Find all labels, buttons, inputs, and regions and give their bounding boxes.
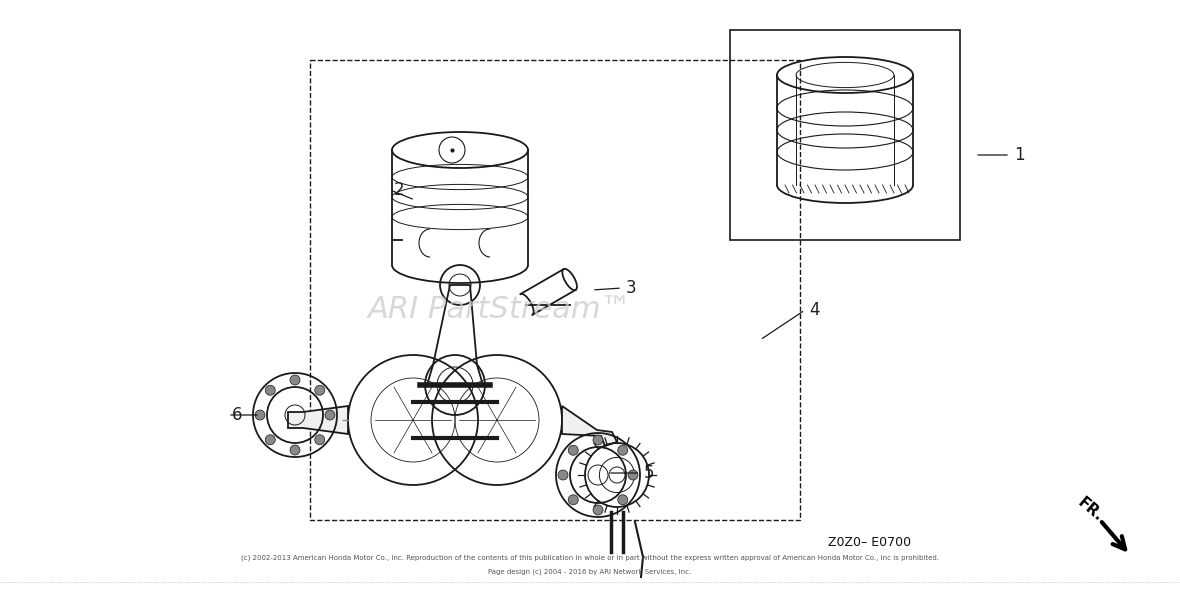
Circle shape xyxy=(569,495,578,505)
Circle shape xyxy=(266,385,275,395)
Text: 4: 4 xyxy=(809,301,819,319)
Circle shape xyxy=(324,410,335,420)
Text: Z0Z0– E0700: Z0Z0– E0700 xyxy=(828,537,912,550)
Circle shape xyxy=(255,410,266,420)
Circle shape xyxy=(628,470,638,480)
Text: Page design (c) 2004 - 2016 by ARI Network Services, Inc.: Page design (c) 2004 - 2016 by ARI Netwo… xyxy=(489,569,691,575)
Text: (c) 2002-2013 American Honda Motor Co., Inc. Reproduction of the contents of thi: (c) 2002-2013 American Honda Motor Co., … xyxy=(241,555,939,561)
Circle shape xyxy=(558,470,568,480)
Text: 1: 1 xyxy=(1014,146,1024,164)
Circle shape xyxy=(594,435,603,445)
Text: 2: 2 xyxy=(394,181,405,199)
Text: FR.: FR. xyxy=(1075,495,1106,525)
Circle shape xyxy=(266,435,275,445)
Circle shape xyxy=(618,445,628,455)
Text: 6: 6 xyxy=(232,406,243,424)
Circle shape xyxy=(315,435,324,445)
Circle shape xyxy=(569,445,578,455)
Text: 3: 3 xyxy=(627,279,637,297)
Circle shape xyxy=(315,385,324,395)
Circle shape xyxy=(290,445,300,455)
Polygon shape xyxy=(562,406,617,446)
Text: 5: 5 xyxy=(644,464,655,482)
Circle shape xyxy=(594,505,603,515)
Text: ARI PartStream™: ARI PartStream™ xyxy=(368,296,632,325)
Circle shape xyxy=(290,375,300,385)
Circle shape xyxy=(618,495,628,505)
Polygon shape xyxy=(288,406,348,434)
